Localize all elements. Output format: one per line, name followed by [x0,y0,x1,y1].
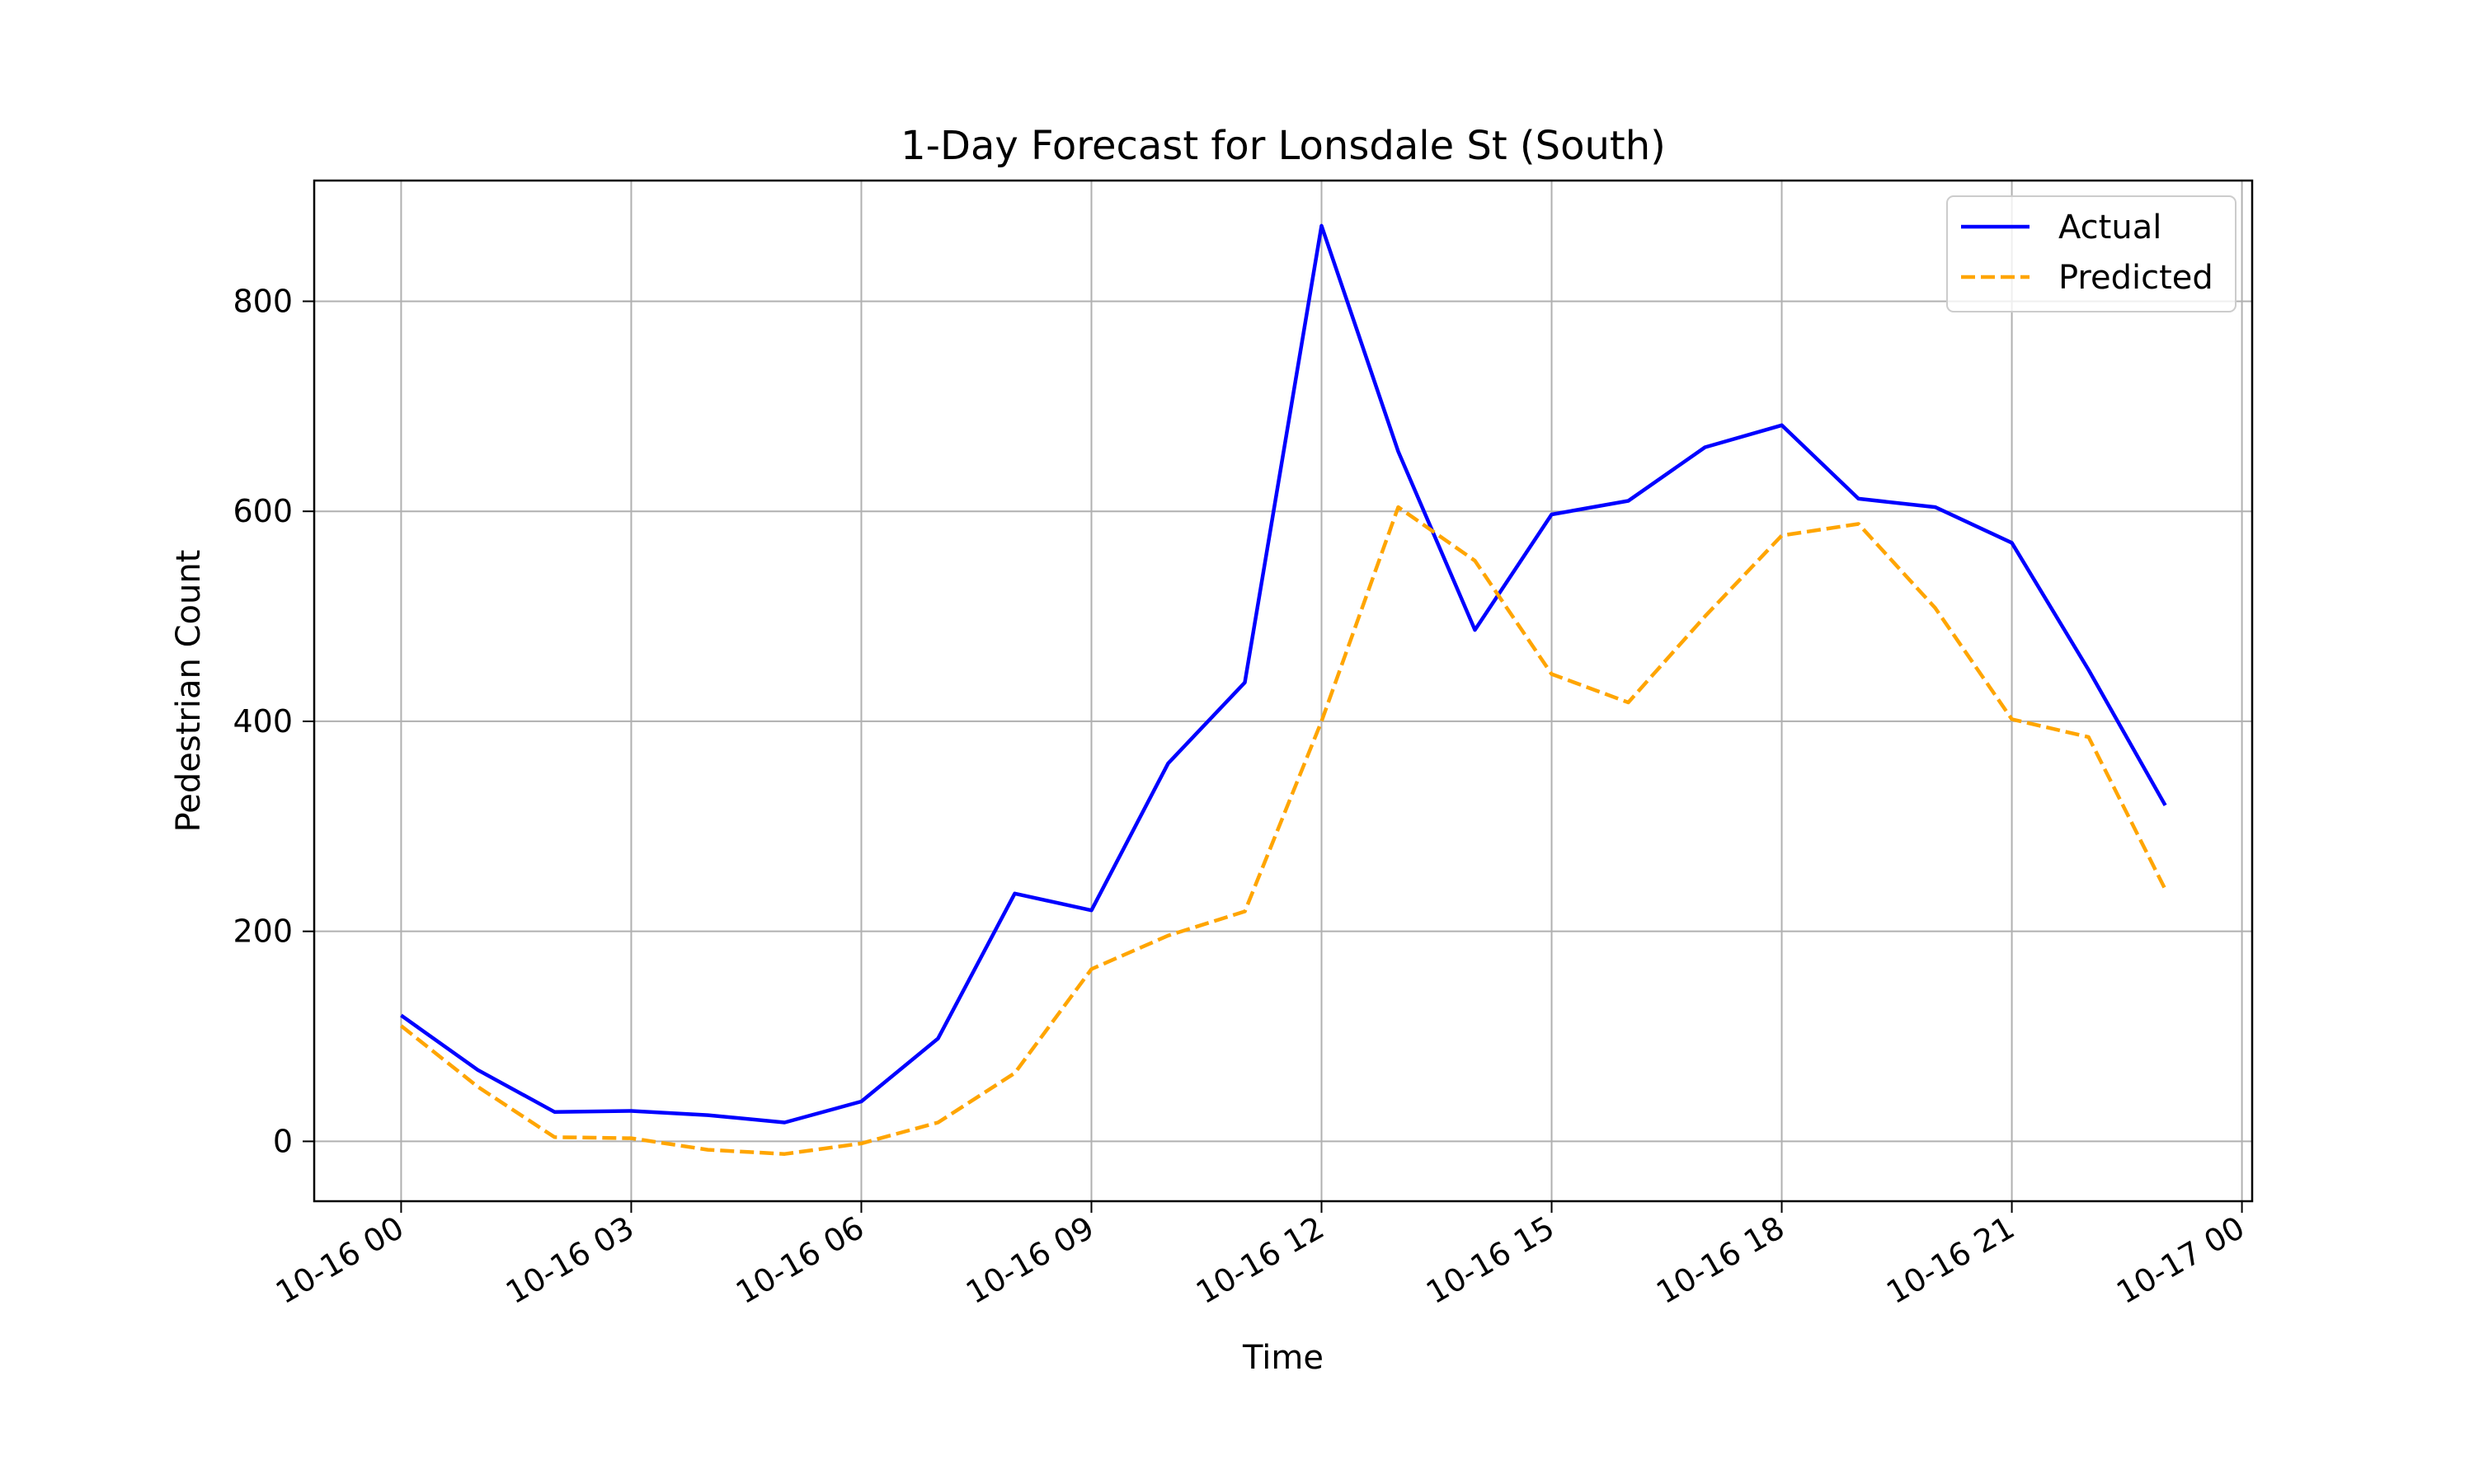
legend-label-actual: Actual [2058,209,2161,247]
series-layer [400,223,2167,1156]
y-tick-label: 400 [233,703,293,740]
chart-title: 1-Day Forecast for Lonsdale St (South) [901,123,1666,169]
legend-label-predicted: Predicted [2058,259,2213,297]
grid-layer [314,181,2252,1201]
y-tick-label: 0 [273,1123,293,1159]
plot-frame [313,179,2254,1203]
legend: Actual Predicted [1946,195,2236,312]
x-axis-title: Time [1242,1339,1324,1377]
y-tick-label: 600 [233,493,293,529]
y-axis-title: Pedestrian Count [170,550,208,833]
series-line-predicted [400,505,2167,1156]
series-line-actual [400,223,2167,1125]
y-tick-label: 800 [233,283,293,319]
y-tick-label: 200 [233,913,293,950]
